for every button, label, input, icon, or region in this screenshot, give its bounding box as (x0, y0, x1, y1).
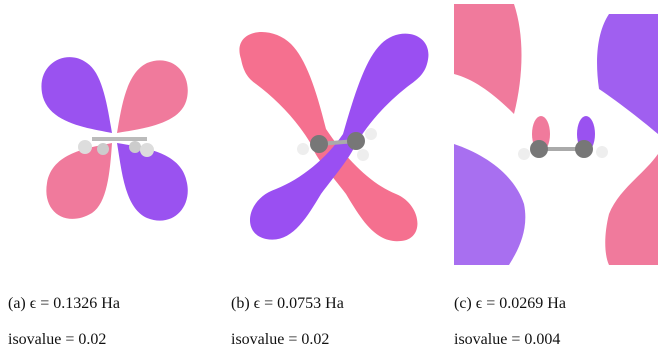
orbital-image-b (231, 9, 437, 250)
isovalue: isovalue = 0.004 (454, 331, 560, 349)
orbital-image-c (454, 4, 658, 265)
isovalue: isovalue = 0.02 (231, 331, 329, 349)
isovalue: isovalue = 0.02 (8, 331, 106, 349)
orbital-image-a (7, 13, 218, 250)
caption: (a) ϵ = 0.1326 Ha (8, 295, 120, 313)
figure: {"panels": [ {"caption": "(a) \u03f5 = 0… (0, 0, 658, 353)
caption: (c) ϵ = 0.0269 Ha (454, 295, 566, 313)
caption: (b) ϵ = 0.0753 Ha (231, 295, 344, 313)
